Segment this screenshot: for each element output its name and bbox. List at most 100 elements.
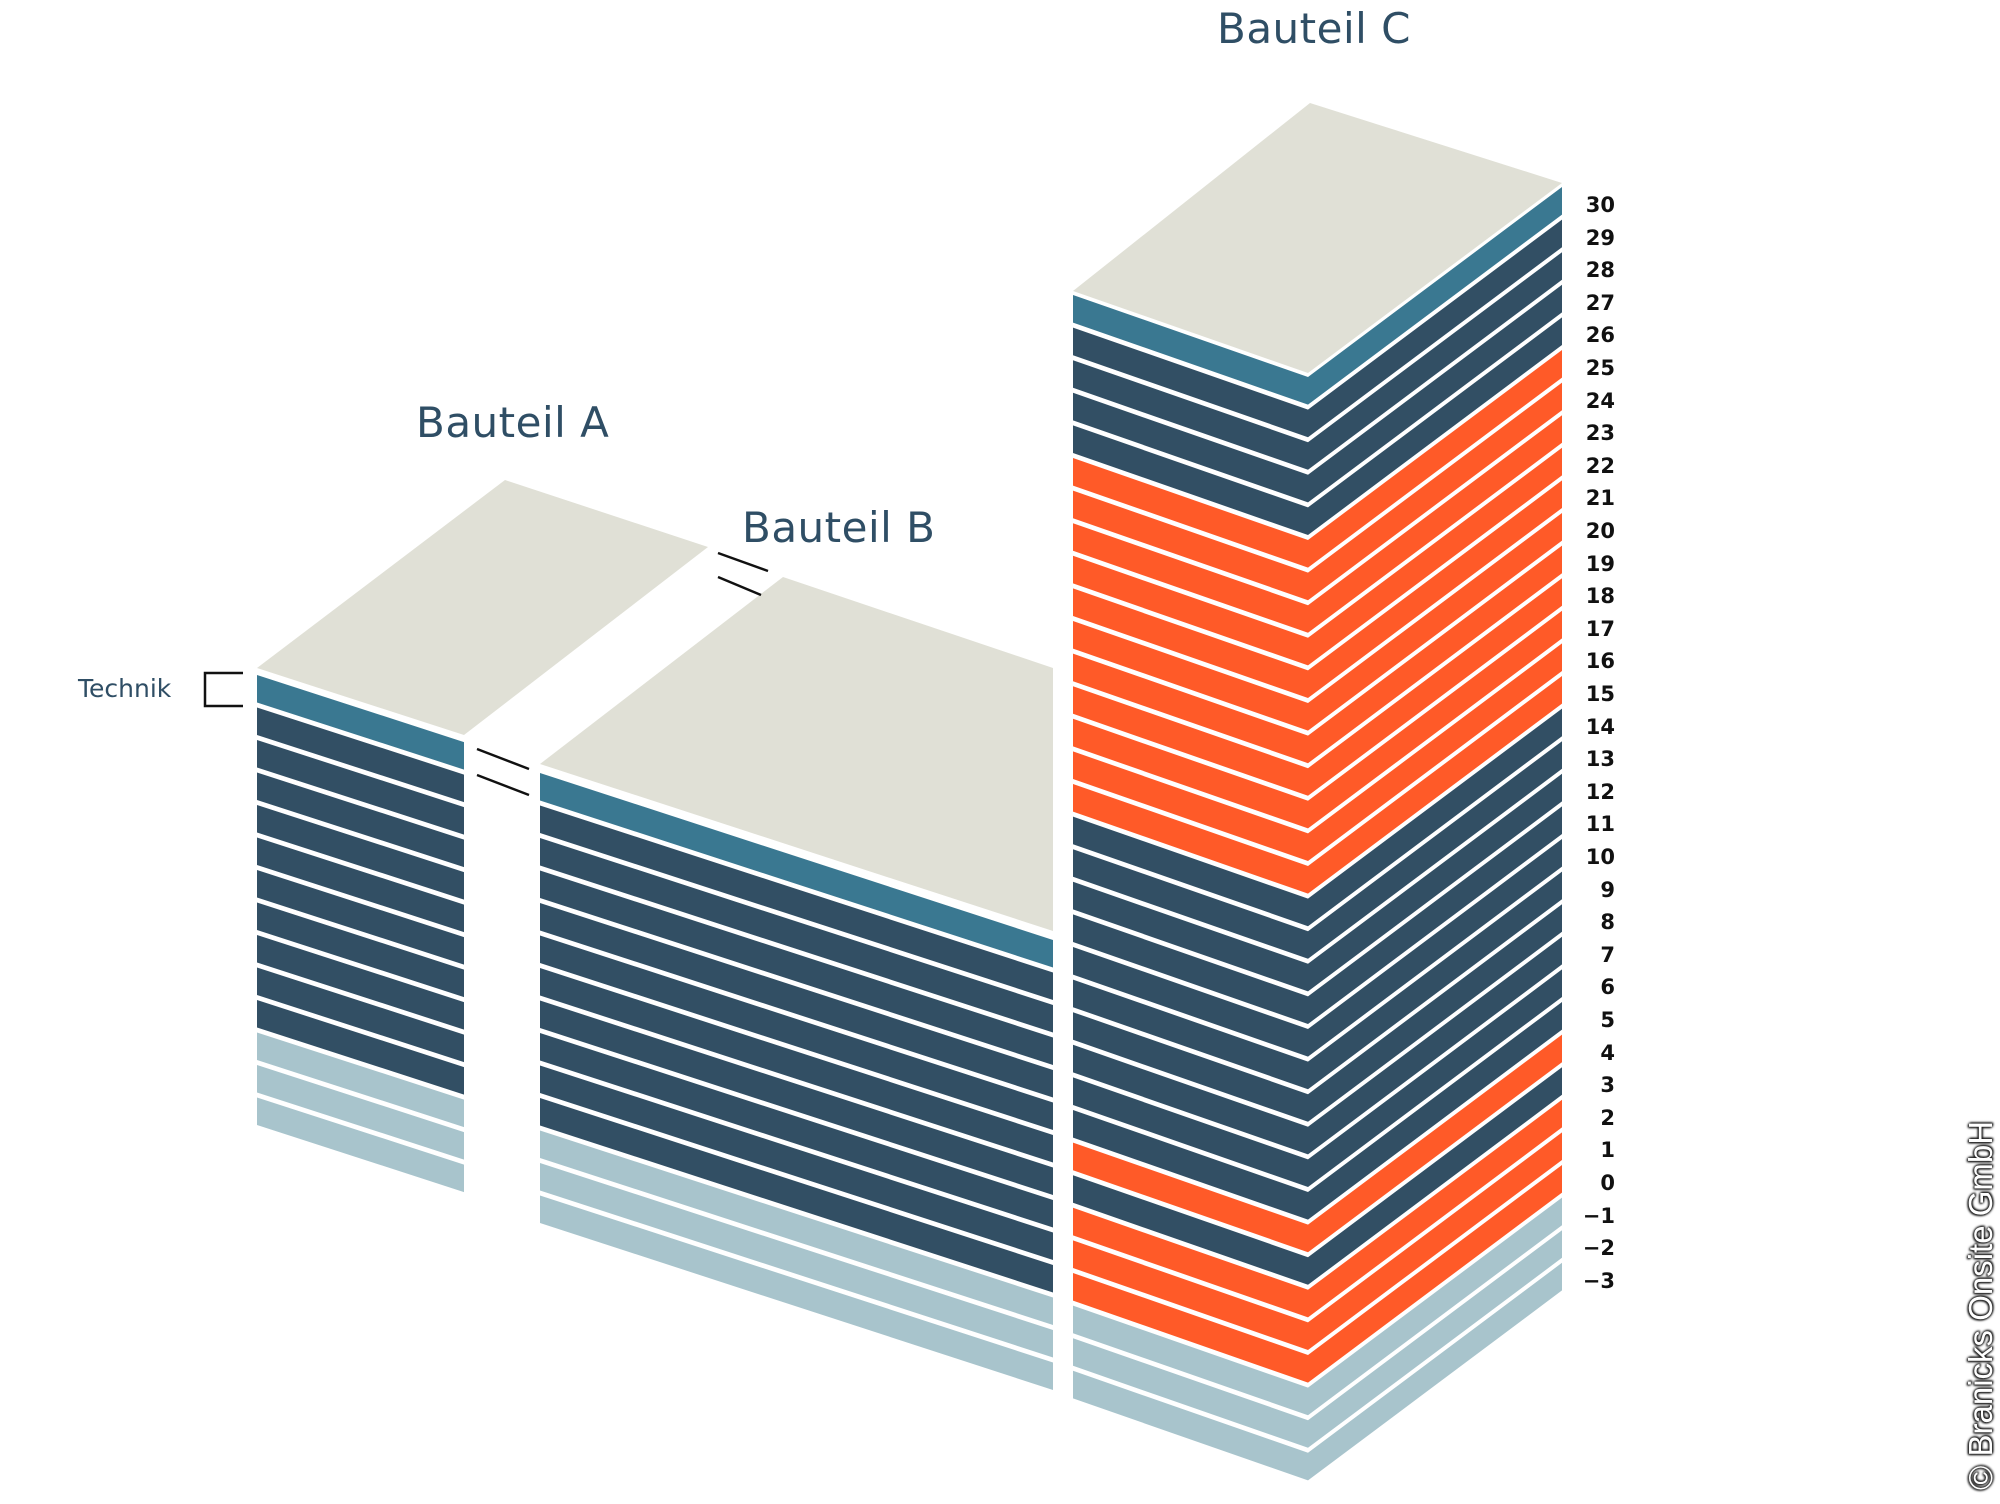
floor-label: 6 <box>1600 975 1615 1000</box>
floor-basement <box>540 1163 1053 1358</box>
floor-basement <box>540 1195 1053 1390</box>
floor-office <box>1073 252 1562 470</box>
floor-office <box>1073 317 1562 535</box>
floor-technik <box>1073 187 1562 405</box>
floor-highlight <box>1073 447 1562 666</box>
break-mark <box>717 551 769 573</box>
floor-office <box>1073 969 1562 1187</box>
floor-office <box>257 902 464 998</box>
floor-label: 8 <box>1600 910 1615 935</box>
floor-office <box>1073 904 1562 1122</box>
floor-office <box>1073 708 1562 927</box>
floor-label: 23 <box>1585 421 1615 446</box>
floor-label: 22 <box>1585 453 1615 478</box>
building-a <box>257 480 708 1193</box>
floor-highlight <box>1073 578 1562 796</box>
title-bauteil-b: Bauteil B <box>742 503 936 552</box>
floor-label: 5 <box>1600 1008 1615 1032</box>
floor-highlight <box>1073 610 1562 829</box>
floor-label: 4 <box>1600 1040 1615 1065</box>
floor-office <box>1073 741 1562 959</box>
floor-label: 11 <box>1585 812 1615 837</box>
floor-office <box>540 1065 1053 1260</box>
copyright-notice: © Branicks Onsite GmbH <box>1962 1120 1999 1490</box>
floor-technik <box>540 773 1053 968</box>
floor-label: 19 <box>1585 551 1615 576</box>
floor-label: −2 <box>1582 1236 1615 1261</box>
floor-office <box>540 838 1053 1033</box>
break-marks <box>476 551 769 797</box>
floor-highlight <box>1073 415 1562 633</box>
floor-label: −3 <box>1582 1268 1615 1293</box>
floor-label: 0 <box>1600 1171 1615 1195</box>
floor-office <box>1073 773 1562 992</box>
floor-label: 2 <box>1600 1105 1615 1130</box>
floor-label: 28 <box>1585 258 1615 283</box>
floor-office <box>540 870 1053 1065</box>
floor-highlight <box>1073 1132 1562 1350</box>
floor-label: 27 <box>1585 290 1615 315</box>
roof <box>1073 103 1562 373</box>
floor-basement <box>1073 1197 1562 1416</box>
title-bauteil-a: Bauteil A <box>416 398 610 447</box>
floor-label: 17 <box>1585 616 1615 641</box>
floor-label: 15 <box>1585 682 1615 706</box>
floor-label: 7 <box>1600 942 1615 967</box>
floor-label: 16 <box>1585 649 1615 674</box>
floor-office <box>1073 871 1562 1090</box>
floor-label: −1 <box>1582 1203 1615 1228</box>
floor-office <box>540 1098 1053 1293</box>
floor-office <box>257 1000 464 1095</box>
floor-highlight <box>1073 643 1562 861</box>
floor-label: 18 <box>1585 584 1615 609</box>
floor-technik <box>257 675 464 770</box>
building-b <box>540 577 1053 1390</box>
floor-label: 25 <box>1585 356 1615 380</box>
floor-highlight <box>1073 1099 1562 1318</box>
floor-basement <box>540 1130 1053 1325</box>
floor-office <box>257 805 464 900</box>
floor-highlight <box>1073 513 1562 731</box>
break-mark <box>476 747 530 771</box>
floor-highlight <box>1073 350 1562 568</box>
roof <box>540 577 1053 931</box>
roof <box>257 480 708 735</box>
floor-office <box>540 903 1053 1098</box>
floor-label: 10 <box>1585 845 1615 869</box>
floor-highlight <box>1073 480 1562 698</box>
floor-highlight <box>1073 676 1562 894</box>
break-mark <box>717 575 762 597</box>
floor-label: 26 <box>1585 323 1615 348</box>
floor-office <box>1073 936 1562 1155</box>
floor-highlight <box>1073 545 1562 764</box>
floor-label: 9 <box>1600 877 1615 902</box>
floor-office <box>540 1000 1053 1195</box>
break-mark <box>476 773 530 797</box>
floor-label: 14 <box>1585 714 1615 739</box>
floor-office <box>1073 806 1562 1024</box>
floor-label: 20 <box>1585 519 1615 543</box>
floor-office <box>257 772 464 868</box>
floor-office <box>257 837 464 933</box>
floor-label: 1 <box>1600 1138 1615 1163</box>
floor-office <box>1073 1002 1562 1220</box>
floor-basement <box>257 1097 464 1193</box>
floor-office <box>1073 1067 1562 1285</box>
floor-highlight <box>1073 382 1562 601</box>
floor-office <box>257 935 464 1030</box>
floor-basement <box>257 1032 464 1128</box>
floor-office <box>540 805 1053 1000</box>
floor-office <box>1073 284 1562 503</box>
floor-label: 12 <box>1585 779 1615 804</box>
floor-label: 3 <box>1600 1073 1615 1098</box>
floor-office <box>540 968 1053 1163</box>
floor-label: 13 <box>1585 747 1615 772</box>
floor-basement <box>1073 1230 1562 1448</box>
floor-office <box>540 1033 1053 1228</box>
floor-label: 30 <box>1585 193 1615 217</box>
floor-office <box>257 740 464 835</box>
building-c <box>1073 103 1562 1481</box>
floor-office <box>1073 219 1562 438</box>
